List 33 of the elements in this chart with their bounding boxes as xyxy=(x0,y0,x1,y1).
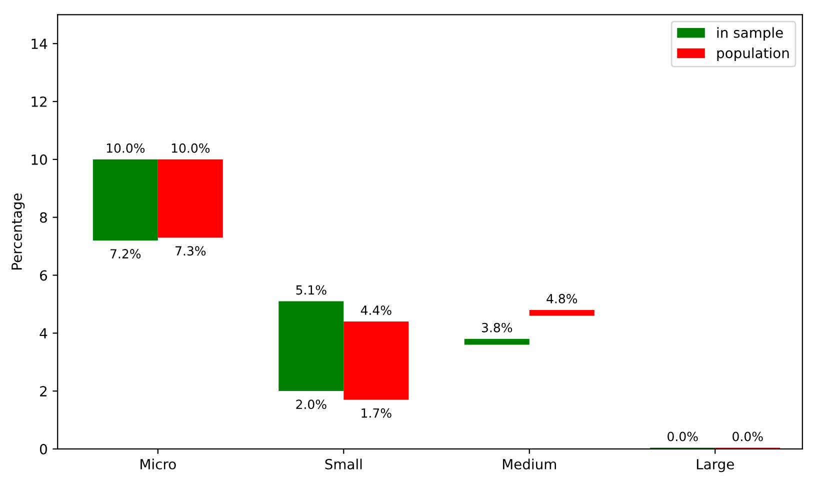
x-tick-label: Micro xyxy=(140,458,176,470)
data-label: 10.0% xyxy=(106,143,145,153)
bar xyxy=(92,159,158,240)
annotation: 1.7% xyxy=(362,408,392,418)
legend-label: population xyxy=(717,48,789,61)
y-tick-label: 8 xyxy=(40,212,47,223)
data-label: 4.8% xyxy=(546,294,578,304)
y-tick-label: 0 xyxy=(40,444,47,454)
data-label: 10.0% xyxy=(172,143,210,153)
x-tick-label: Small xyxy=(325,458,362,470)
annotation: 2.0% xyxy=(296,400,326,410)
bar xyxy=(344,322,409,400)
y-tick-label: 12 xyxy=(32,96,46,107)
data-label: 5.1% xyxy=(296,285,326,295)
x-tick-label: Large xyxy=(696,459,734,472)
x-tick-label: Medium xyxy=(502,458,556,470)
y-tick-label: 14 xyxy=(32,38,48,49)
y-tick-label: 10 xyxy=(32,154,47,165)
y-axis-title: Percentage xyxy=(12,193,25,270)
y-tick-label: 6 xyxy=(40,270,48,281)
bar xyxy=(158,159,223,238)
annotation: 7.3% xyxy=(176,246,206,256)
data-label: 4.4% xyxy=(360,306,392,315)
bar xyxy=(529,310,594,316)
annotation: 7.2% xyxy=(110,249,141,258)
y-tick-label: 4 xyxy=(40,328,48,338)
data-label: 0.0% xyxy=(668,432,698,442)
data-label: 0.0% xyxy=(732,432,763,442)
legend-label: in sample xyxy=(717,27,783,41)
bar xyxy=(278,301,344,392)
y-tick-label: 2 xyxy=(40,386,46,396)
bar xyxy=(464,338,530,345)
data-label: 3.8% xyxy=(482,322,512,332)
